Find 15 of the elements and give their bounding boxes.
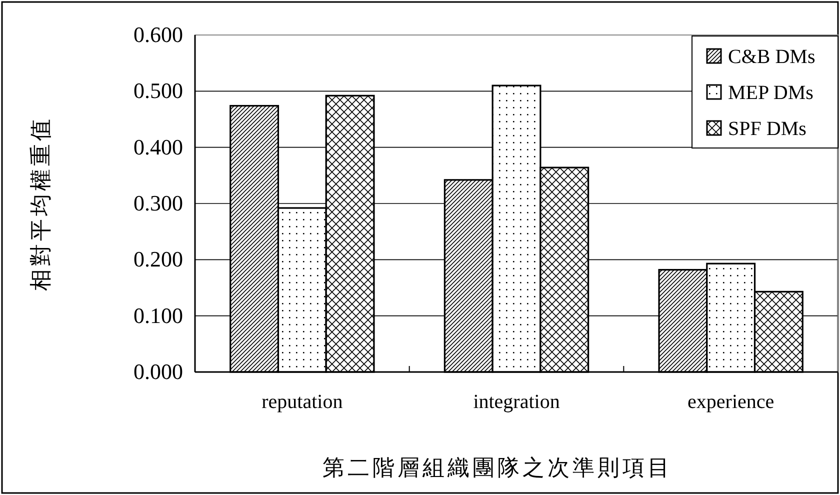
legend-label: MEP DMs xyxy=(728,82,814,104)
x-axis-title: 第二階層組織團隊之次準則項目 xyxy=(322,456,672,481)
legend-label: SPF DMs xyxy=(728,118,807,140)
y-tick-label: 0.300 xyxy=(134,190,183,216)
x-tick-label: integration xyxy=(473,391,560,414)
legend-label: C&B DMs xyxy=(728,46,816,68)
y-tick-label: 0.200 xyxy=(134,246,183,272)
y-tick-label: 0.100 xyxy=(134,302,183,328)
y-tick-label: 0.000 xyxy=(134,359,183,384)
y-tick-label: 0.400 xyxy=(134,134,183,160)
x-tick-label: experience xyxy=(688,391,774,414)
x-tick-label: reputation xyxy=(262,391,343,414)
y-tick-label: 0.600 xyxy=(134,22,183,48)
y-tick-label: 0.500 xyxy=(134,78,183,104)
y-axis-title: 相對平均權重值 xyxy=(29,116,54,291)
